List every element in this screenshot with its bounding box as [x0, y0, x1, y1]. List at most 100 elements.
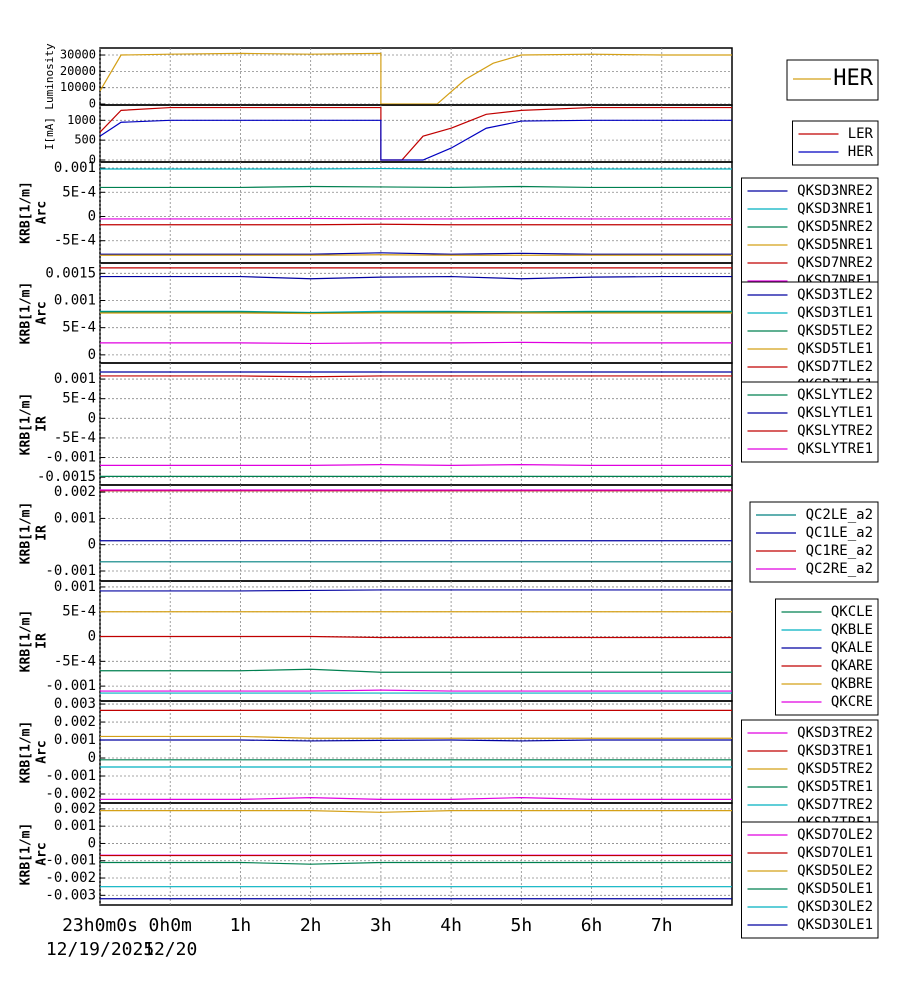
legend-label: QKSD3NRE1: [797, 201, 873, 217]
x-tick-label: 5h: [510, 915, 532, 936]
y-axis-label: IR: [35, 416, 50, 432]
legend-box: [741, 281, 879, 399]
legend-label: QKSD3TLE1: [797, 305, 873, 321]
y-tick-label: 0.003: [54, 696, 96, 712]
y-tick-label: -5E-4: [54, 430, 96, 446]
series-line: [99, 119, 732, 161]
y-axis-label: KRB[1/m]: [19, 721, 34, 784]
legend-label: QKSLYTRE1: [797, 441, 873, 457]
y-axis-label: IR: [35, 633, 50, 649]
y-tick-label: 5E-4: [62, 184, 96, 200]
y-tick-label: -0.001: [45, 853, 96, 869]
y-tick-label: 10000: [60, 80, 96, 94]
y-tick-label: 5E-4: [62, 320, 96, 336]
series-line: [99, 106, 732, 161]
series-line: [100, 252, 732, 255]
legend-label: QC2LE_a2: [806, 507, 873, 523]
legend-box: [775, 598, 879, 716]
y-axis-label: KRB[1/m]: [19, 393, 34, 456]
legend-label: QKCLE: [831, 604, 873, 620]
series-line: [100, 375, 732, 378]
y-tick-label: -0.002: [45, 786, 96, 802]
x-date-label: 12/20: [143, 939, 197, 960]
legend-label: QKCRE: [831, 694, 873, 710]
y-axis-label: Arc: [35, 740, 50, 763]
legend-label: QKSD7OLE2: [797, 827, 873, 843]
series-line: [100, 797, 732, 801]
y-tick-label: 0.001: [54, 371, 96, 387]
legend-box: [792, 120, 879, 166]
y-axis-label: Arc: [35, 201, 50, 224]
x-tick-label: 1h: [230, 915, 252, 936]
y-tick-label: -5E-4: [54, 653, 96, 669]
legend-box: [741, 719, 879, 837]
y-tick-label: 0: [88, 835, 96, 851]
y-tick-label: 0: [89, 153, 96, 167]
legend-label: QKSLYTLE2: [797, 387, 873, 403]
series-line: [100, 810, 732, 813]
legend-label: QKBLE: [831, 622, 873, 638]
series-line: [100, 311, 732, 314]
y-tick-label: 5E-4: [62, 391, 96, 407]
series-line: [100, 312, 732, 315]
plot-frame: [99, 47, 733, 106]
y-tick-label: 0: [88, 750, 96, 766]
legend-label: QKSD3TRE2: [797, 725, 873, 741]
plot-frame: [99, 580, 733, 702]
legend-label: HER: [848, 144, 874, 160]
legend-label: QC2RE_a2: [806, 561, 873, 577]
legend-label: QKSD5TLE1: [797, 341, 873, 357]
y-tick-label: 0.002: [54, 801, 96, 817]
series-line: [100, 861, 732, 865]
y-tick-label: 5E-4: [62, 604, 96, 620]
series-line: [99, 52, 732, 105]
y-axis-label: KRB[1/m]: [19, 610, 34, 673]
y-tick-label: -0.001: [45, 678, 96, 694]
legend-label: QKSD7NRE2: [797, 255, 873, 271]
legend-label: QKALE: [831, 640, 873, 656]
legend-label: QKSD5TLE2: [797, 323, 873, 339]
x-tick-label: 0h0m: [149, 915, 192, 936]
y-tick-label: -5E-4: [54, 233, 96, 249]
legend-label: QKSD3TLE2: [797, 287, 873, 303]
legend-label: QKSD7TRE2: [797, 797, 873, 813]
series-line: [100, 689, 732, 692]
y-tick-label: 0.001: [54, 510, 96, 526]
y-axis-label: I[mA]: [43, 117, 56, 150]
y-tick-label: 0.001: [54, 732, 96, 748]
legend-label: QKSD7OLE1: [797, 845, 873, 861]
legend-label: QKARE: [831, 658, 873, 674]
y-axis-label: KRB[1/m]: [19, 823, 34, 886]
legend-label: QC1LE_a2: [806, 525, 873, 541]
legend-box: [741, 177, 879, 295]
series-line: [100, 464, 732, 466]
series-line: [100, 589, 732, 592]
legend-label: QKSD3NRE2: [797, 183, 873, 199]
y-tick-label: 0.002: [54, 714, 96, 730]
series-line: [100, 735, 732, 739]
x-tick-label: 2h: [300, 915, 322, 936]
series-line: [100, 275, 732, 280]
legend-label: QKSD5OLE2: [797, 863, 873, 879]
plot-frame: [99, 104, 733, 163]
legend-label: QKSD3OLE2: [797, 899, 873, 915]
legend-label: QKSD5NRE1: [797, 237, 873, 253]
y-axis-label: Luminosity: [43, 43, 56, 110]
x-tick-label: 7h: [651, 915, 673, 936]
legend-label: QKSD5NRE2: [797, 219, 873, 235]
y-axis-label: IR: [35, 525, 50, 541]
legend-label: QKSD5OLE1: [797, 881, 873, 897]
y-axis-label: Arc: [35, 301, 50, 324]
y-axis-label: KRB[1/m]: [19, 181, 34, 244]
y-tick-label: 0: [88, 208, 96, 224]
legend-box: [786, 59, 879, 101]
x-tick-label: 23h0m0s: [62, 915, 138, 936]
plot-frame: [99, 802, 733, 906]
y-tick-label: 0.0015: [45, 265, 96, 281]
series-line: [100, 635, 732, 639]
legend-label: QKSD7TLE2: [797, 359, 873, 375]
y-tick-label: 20000: [60, 64, 96, 78]
y-tick-label: 0: [89, 97, 96, 111]
plot-frame: [99, 161, 733, 264]
